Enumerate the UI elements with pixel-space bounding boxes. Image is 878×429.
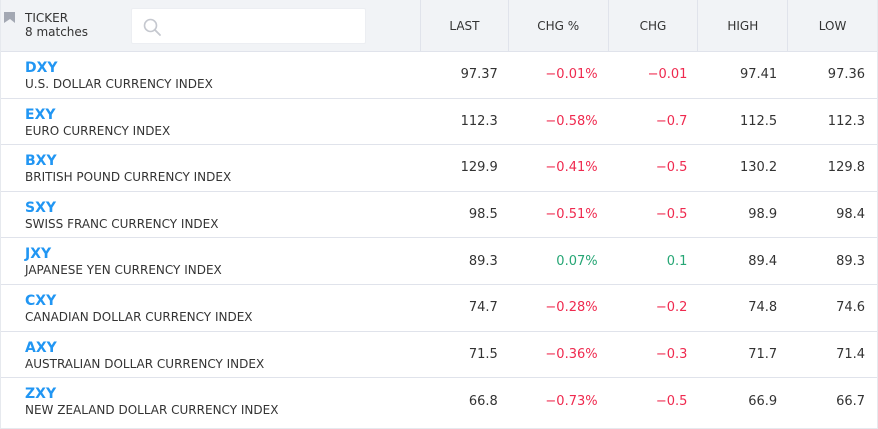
ticker-description: SWISS FRANC CURRENCY INDEX [25, 216, 219, 231]
high-value: 98.9 [748, 207, 778, 223]
high-value: 130.2 [739, 160, 778, 176]
high-value: 71.7 [748, 346, 778, 362]
ticker-cell: BXY BRITISH POUND CURRENCY INDEX [1, 145, 420, 191]
change-value: −0.7 [655, 113, 688, 129]
change-percent: −0.41% [545, 160, 598, 176]
last-price: 112.3 [460, 113, 498, 129]
match-count: 8 matches [25, 25, 89, 39]
ticker-symbol[interactable]: CXY [25, 292, 57, 309]
last-price: 71.5 [468, 346, 498, 362]
high-value: 89.4 [748, 253, 778, 269]
table-body: DXY U.S. DOLLAR CURRENCY INDEX 97.37 −0.… [1, 52, 877, 425]
table-row[interactable]: BXY BRITISH POUND CURRENCY INDEX 129.9 −… [1, 145, 877, 192]
change-value: −0.3 [655, 346, 688, 362]
change-percent: −0.73% [545, 393, 598, 409]
low-value: 66.7 [836, 393, 866, 409]
table-row[interactable]: JXY JAPANESE YEN CURRENCY INDEX 89.3 0.0… [1, 238, 877, 285]
search-icon [143, 18, 161, 36]
ticker-symbol[interactable]: AXY [25, 339, 57, 356]
last-price: 89.3 [468, 253, 498, 269]
high-value: 74.8 [748, 300, 778, 316]
low-value: 112.3 [827, 113, 866, 129]
ticker-symbol[interactable]: BXY [25, 153, 57, 170]
high-value: 97.41 [739, 67, 778, 83]
column-header-low[interactable]: LOW [787, 0, 877, 51]
ticker-cell: SXY SWISS FRANC CURRENCY INDEX [1, 192, 420, 238]
ticker-symbol[interactable]: ZXY [25, 386, 57, 403]
change-value: −0.2 [655, 300, 688, 316]
ticker-symbol[interactable]: SXY [25, 199, 57, 216]
table-row[interactable]: DXY U.S. DOLLAR CURRENCY INDEX 97.37 −0.… [1, 52, 877, 99]
low-value: 129.8 [827, 160, 866, 176]
ticker-symbol[interactable]: EXY [25, 106, 56, 123]
column-header-chg[interactable]: CHG [607, 0, 698, 51]
change-value: −0.01 [647, 67, 688, 83]
change-value: −0.5 [655, 207, 688, 223]
column-header-chg-percent[interactable]: CHG % [507, 0, 608, 51]
last-price: 98.5 [468, 207, 498, 223]
table-row[interactable]: EXY EURO CURRENCY INDEX 112.3 −0.58% −0.… [1, 99, 877, 146]
high-value: 66.9 [748, 393, 778, 409]
last-price: 97.37 [460, 67, 498, 83]
change-value: −0.5 [655, 393, 688, 409]
column-header-high[interactable]: HIGH [697, 0, 787, 51]
low-value: 74.6 [836, 300, 866, 316]
ticker-label-group: TICKER 8 matches [25, 11, 88, 39]
ticker-cell: EXY EURO CURRENCY INDEX [1, 99, 420, 145]
ticker-cell: JXY JAPANESE YEN CURRENCY INDEX [1, 238, 420, 284]
search-input[interactable] [168, 9, 362, 45]
column-header-last[interactable]: LAST [420, 0, 508, 51]
table-row[interactable]: SXY SWISS FRANC CURRENCY INDEX 98.5 −0.5… [1, 192, 877, 239]
change-percent: 0.07% [556, 253, 598, 269]
table-row[interactable]: AXY AUSTRALIAN DOLLAR CURRENCY INDEX 71.… [1, 332, 877, 379]
change-percent: −0.36% [545, 346, 598, 362]
table-row[interactable]: ZXY NEW ZEALAND DOLLAR CURRENCY INDEX 66… [1, 378, 877, 425]
change-percent: −0.58% [545, 113, 598, 129]
ticker-cell: AXY AUSTRALIAN DOLLAR CURRENCY INDEX [1, 332, 420, 378]
table-row[interactable]: CXY CANADIAN DOLLAR CURRENCY INDEX 74.7 … [1, 285, 877, 332]
low-value: 89.3 [836, 253, 866, 269]
low-value: 97.36 [827, 67, 866, 83]
last-price: 66.8 [468, 393, 498, 409]
change-percent: −0.01% [545, 67, 598, 83]
ticker-description: AUSTRALIAN DOLLAR CURRENCY INDEX [25, 356, 265, 371]
ticker-cell: DXY U.S. DOLLAR CURRENCY INDEX [1, 52, 420, 98]
ticker-description: EURO CURRENCY INDEX [25, 123, 171, 138]
low-value: 71.4 [836, 346, 866, 362]
ticker-description: BRITISH POUND CURRENCY INDEX [25, 170, 232, 185]
change-percent: −0.51% [545, 207, 598, 223]
change-value: 0.1 [666, 253, 688, 269]
ticker-cell: ZXY NEW ZEALAND DOLLAR CURRENCY INDEX [1, 378, 420, 425]
ticker-symbol[interactable]: DXY [25, 60, 58, 76]
ticker-symbol[interactable]: JXY [25, 246, 52, 263]
ticker-column-label[interactable]: TICKER [25, 11, 69, 25]
ticker-description: NEW ZEALAND DOLLAR CURRENCY INDEX [25, 403, 279, 418]
ticker-cell: CXY CANADIAN DOLLAR CURRENCY INDEX [1, 285, 420, 331]
change-value: −0.5 [655, 160, 688, 176]
low-value: 98.4 [836, 207, 866, 223]
ticker-header: TICKER 8 matches [1, 0, 420, 51]
last-price: 74.7 [468, 300, 498, 316]
ticker-description: CANADIAN DOLLAR CURRENCY INDEX [25, 309, 253, 324]
ticker-description: U.S. DOLLAR CURRENCY INDEX [25, 77, 213, 91]
last-price: 129.9 [460, 160, 498, 176]
high-value: 112.5 [739, 113, 778, 129]
change-percent: −0.28% [545, 300, 598, 316]
search-box[interactable] [131, 8, 366, 45]
table-header: TICKER 8 matches LAST CHG % CHG HIGH LOW [1, 0, 877, 52]
flag-icon [4, 12, 15, 23]
ticker-description: JAPANESE YEN CURRENCY INDEX [25, 263, 222, 278]
